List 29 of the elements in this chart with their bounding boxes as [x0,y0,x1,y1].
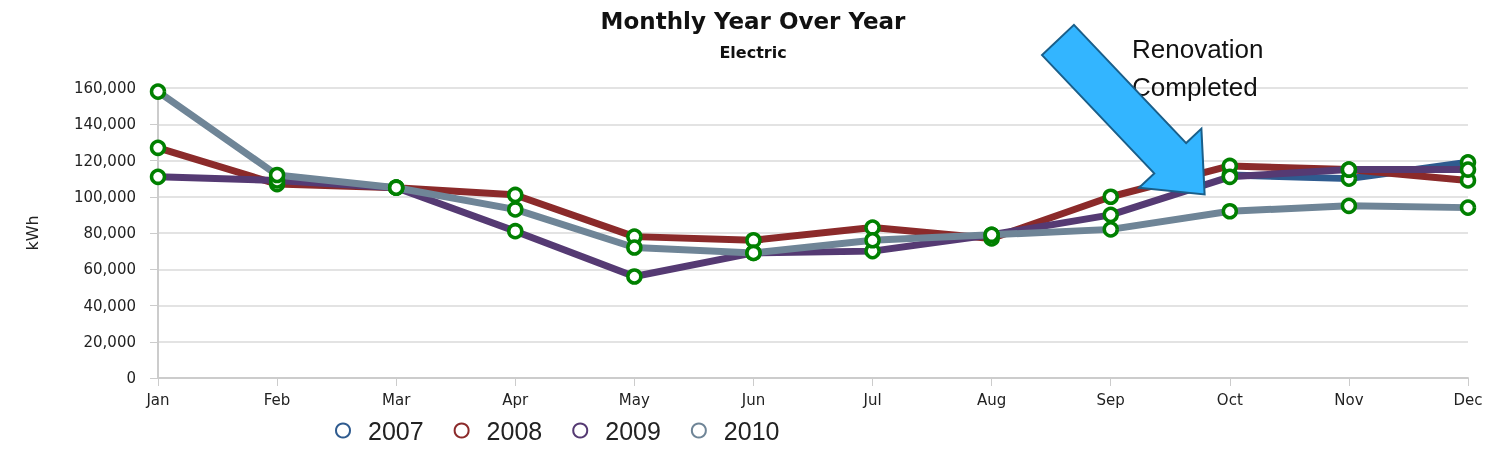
x-tick-label: May [618,390,650,409]
legend-label: 2007 [368,416,424,445]
x-tick-label: Jan [145,390,170,409]
y-tick-label: 40,000 [83,296,136,315]
y-tick-label: 60,000 [83,260,136,279]
x-tick-label: Nov [1334,390,1364,409]
annotation: Renovation Completed [1132,34,1271,102]
x-tick-label: Jul [862,390,882,409]
legend-label: 2008 [486,416,543,445]
x-tick-label: Feb [263,390,291,409]
x-tick-label: Apr [502,390,530,409]
y-tick-label: 140,000 [73,115,136,134]
y-tick-label: 80,000 [83,224,136,242]
chart-subtitle: Electric [719,42,787,62]
y-tick-label: 0 [126,369,136,387]
x-tick-label: Dec [1453,390,1483,409]
y-tick-label: 160,000 [73,79,136,97]
y-tick-label: 20,000 [83,332,136,351]
legend-label: 2010 [723,416,780,445]
chart-title: Monthly Year Over Year [600,7,907,34]
x-tick-label: Oct [1216,390,1243,409]
y-tick-label: 100,000 [73,187,136,206]
x-tick-label: Aug [976,390,1007,409]
y-tick-label: 120,000 [73,151,136,170]
x-tick-label: Jun [740,390,766,409]
y-axis-title: kWh [22,215,42,251]
legend-label: 2009 [605,416,661,445]
x-tick-label: Mar [382,390,412,409]
x-tick-label: Sep [1096,390,1125,409]
